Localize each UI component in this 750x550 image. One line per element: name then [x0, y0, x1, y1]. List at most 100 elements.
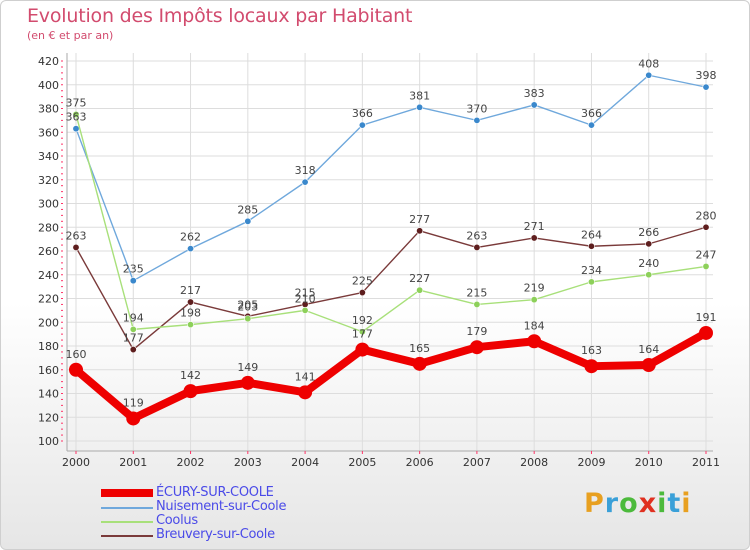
data-label: 141 [295, 370, 316, 383]
data-point [527, 334, 542, 349]
data-label: 263 [66, 229, 87, 242]
y-tick-label: 100 [38, 435, 59, 448]
y-tick-label: 260 [38, 245, 59, 258]
data-point [187, 245, 195, 253]
data-point [301, 306, 309, 314]
x-tick-label: 2002 [177, 456, 205, 469]
data-label: 215 [295, 286, 316, 299]
x-tick-label: 2008 [520, 456, 548, 469]
data-label: 234 [581, 264, 602, 277]
proxiti-logo: Proxiti [584, 488, 692, 519]
y-tick-label: 140 [38, 388, 59, 401]
data-label: 163 [581, 344, 602, 357]
data-point [69, 362, 83, 377]
y-tick-label: 120 [38, 411, 59, 424]
data-label: 165 [409, 342, 430, 355]
y-tick-label: 420 [38, 55, 59, 68]
data-point [126, 411, 141, 426]
y-tick-label: 240 [38, 269, 59, 282]
data-point [530, 234, 538, 242]
legend-swatch [101, 521, 153, 523]
y-tick-label: 200 [38, 316, 59, 329]
data-label: 179 [466, 325, 487, 338]
y-tick-label: 300 [38, 198, 59, 211]
logo-letter: t [667, 488, 682, 519]
data-point [412, 356, 427, 371]
data-point [187, 298, 195, 306]
data-label: 277 [409, 213, 430, 226]
legend-label: Coolus [156, 513, 198, 528]
data-label: 263 [466, 229, 487, 242]
data-point [416, 103, 424, 111]
data-label: 203 [237, 301, 258, 314]
data-point [187, 321, 195, 329]
x-tick-label: 2007 [463, 456, 491, 469]
data-point [244, 315, 252, 323]
data-label: 235 [123, 263, 144, 276]
data-label: 366 [352, 107, 373, 120]
data-label: 198 [180, 307, 201, 320]
data-label: 280 [696, 209, 717, 222]
data-point [530, 296, 538, 304]
data-point [587, 242, 595, 250]
x-tick-label: 2005 [348, 456, 376, 469]
data-point [645, 71, 653, 79]
data-point [584, 359, 599, 374]
data-point [473, 243, 481, 251]
data-point [301, 178, 309, 186]
data-label: 370 [466, 102, 487, 115]
data-point [473, 116, 481, 124]
y-tick-label: 280 [38, 221, 59, 234]
x-tick-label: 2004 [291, 456, 319, 469]
logo-letter: P [584, 488, 605, 519]
data-point [645, 240, 653, 248]
data-label: 366 [581, 107, 602, 120]
y-tick-label: 180 [38, 340, 59, 353]
data-point [129, 346, 137, 354]
series--cury-sur-coole [69, 325, 713, 426]
data-label: 142 [180, 369, 201, 382]
data-point [240, 375, 255, 390]
data-label: 318 [295, 164, 316, 177]
logo-letter: i [657, 488, 668, 519]
data-label: 271 [524, 220, 545, 233]
data-label: 375 [66, 96, 87, 109]
series-nuisement-sur-coole [72, 71, 710, 285]
data-label: 247 [696, 248, 717, 261]
data-label: 217 [180, 284, 201, 297]
y-tick-label: 220 [38, 293, 59, 306]
data-label: 225 [352, 275, 373, 288]
data-point [72, 125, 80, 133]
data-label: 381 [409, 89, 430, 102]
legend-label: Nuisement-sur-Coole [156, 499, 287, 514]
data-label: 408 [638, 57, 659, 70]
data-point [72, 243, 80, 251]
legend-swatch [101, 535, 153, 537]
data-point [129, 277, 137, 285]
data-point [183, 384, 198, 399]
axis-layer: 100 120 140 160 180 200 220 240 260 280 300 320 340 3… [38, 53, 720, 469]
data-point [641, 358, 656, 372]
data-label: 227 [409, 272, 430, 285]
y-tick-label: 340 [38, 150, 59, 163]
data-point [129, 325, 137, 333]
data-label: 266 [638, 226, 659, 239]
data-label: 119 [123, 396, 144, 409]
logo-letter: x [638, 488, 658, 519]
x-tick-label: 2000 [62, 456, 90, 469]
data-label: 191 [696, 311, 717, 324]
data-label: 285 [237, 203, 258, 216]
data-point [702, 223, 710, 231]
data-label: 177 [352, 328, 373, 341]
chart-subtitle: (en € et par an) [27, 29, 114, 42]
data-point [587, 278, 595, 286]
legend-label: ÉCURY-SUR-COOLE [156, 485, 274, 500]
logo-letter: r [604, 488, 620, 519]
x-tick-label: 2010 [635, 456, 663, 469]
series-line [72, 328, 710, 423]
data-label: 205 [237, 298, 258, 311]
data-label: 177 [123, 332, 144, 345]
data-label: 363 [66, 111, 87, 124]
data-label: 215 [466, 286, 487, 299]
